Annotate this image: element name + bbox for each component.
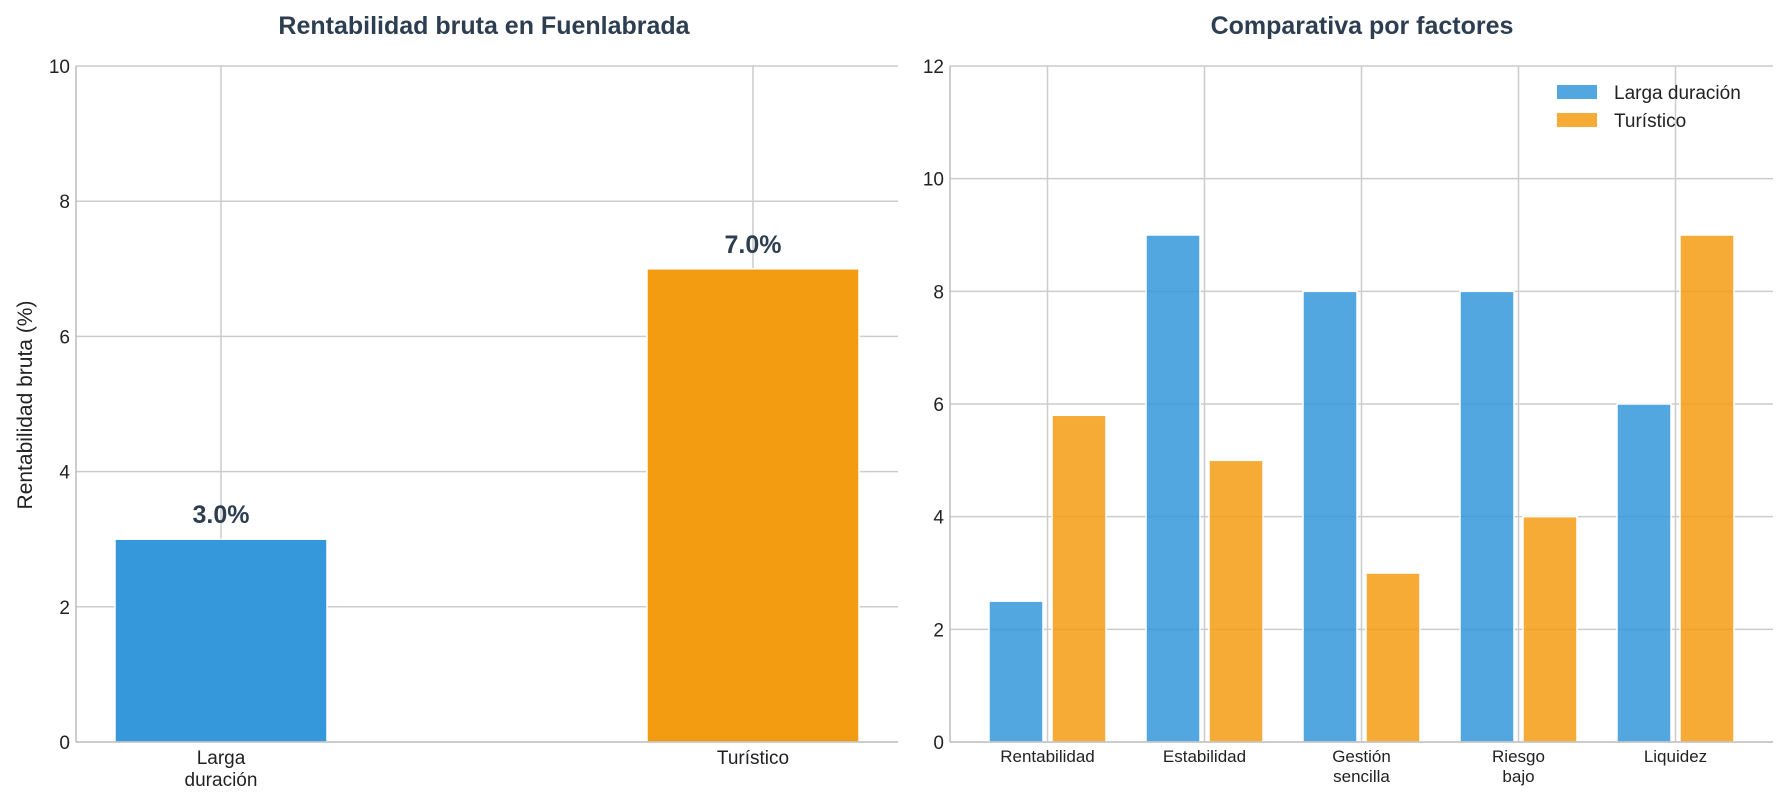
left-bar-value-label: 3.0% bbox=[193, 501, 250, 529]
left-bar-value-label: 7.0% bbox=[725, 231, 782, 259]
left-x-tick-label: duración bbox=[185, 770, 258, 791]
right-y-tick-label: 6 bbox=[933, 395, 944, 416]
right-x-tick-label: sencilla bbox=[1333, 767, 1390, 786]
right-bar bbox=[1145, 234, 1201, 743]
right-x-tick-label: Liquidez bbox=[1644, 747, 1707, 766]
right-x-tick-label: Rentabilidad bbox=[1000, 747, 1095, 766]
left-bar bbox=[646, 268, 860, 743]
right-axes: 0 2 4 6 8 10 12 Rentabilidad Estabilidad Gestións… bbox=[923, 57, 1773, 786]
right-y-tick-label: 2 bbox=[933, 620, 944, 641]
right-y-tick-label: 10 bbox=[923, 170, 944, 191]
left-chart-title: Rentabilidad bruta en Fuenlabrada bbox=[278, 12, 690, 40]
right-bar bbox=[1051, 414, 1107, 743]
legend-label: Turístico bbox=[1614, 111, 1686, 132]
left-x-tick-label: Larga bbox=[197, 748, 246, 769]
right-bar bbox=[1616, 403, 1672, 743]
left-y-tick-label: 8 bbox=[59, 192, 70, 213]
legend-swatch bbox=[1557, 113, 1597, 127]
left-y-tick-label: 6 bbox=[59, 327, 70, 348]
right-bars bbox=[988, 234, 1735, 743]
left-x-tick-label: Turístico bbox=[717, 748, 789, 769]
right-bar bbox=[1679, 234, 1735, 743]
right-chart-title: Comparativa por factores bbox=[1211, 12, 1514, 40]
right-y-tick-label: 8 bbox=[933, 282, 944, 303]
right-chart: 0 2 4 6 8 10 12 Rentabilidad Estabilidad Gestións… bbox=[923, 12, 1773, 786]
left-y-tick-label: 10 bbox=[49, 57, 70, 78]
left-bars: 3.0% 7.0% bbox=[114, 231, 860, 743]
right-bar bbox=[1302, 290, 1358, 743]
right-x-tick-label: Estabilidad bbox=[1163, 747, 1246, 766]
right-bar bbox=[988, 600, 1044, 743]
right-x-tick-label: Gestión bbox=[1332, 747, 1391, 766]
right-y-tick-label: 0 bbox=[933, 733, 944, 754]
legend: Larga duración Turístico bbox=[1557, 83, 1741, 132]
right-bar bbox=[1522, 515, 1578, 743]
left-bar bbox=[114, 538, 328, 743]
right-bar bbox=[1365, 572, 1421, 743]
right-x-tick-label: bajo bbox=[1502, 767, 1534, 786]
right-y-tick-label: 12 bbox=[923, 57, 944, 78]
right-bar bbox=[1459, 290, 1515, 743]
left-y-tick-label: 4 bbox=[59, 463, 70, 484]
left-y-tick-label: 2 bbox=[59, 598, 70, 619]
left-gridlines bbox=[76, 65, 898, 742]
left-y-axis-label: Rentabilidad bruta (%) bbox=[14, 301, 37, 510]
right-bar bbox=[1208, 459, 1264, 743]
right-x-tick-label: Riesgo bbox=[1492, 747, 1545, 766]
left-y-tick-label: 0 bbox=[59, 733, 70, 754]
legend-swatch bbox=[1557, 85, 1597, 99]
right-y-tick-label: 4 bbox=[933, 508, 944, 529]
legend-label: Larga duración bbox=[1614, 83, 1741, 104]
